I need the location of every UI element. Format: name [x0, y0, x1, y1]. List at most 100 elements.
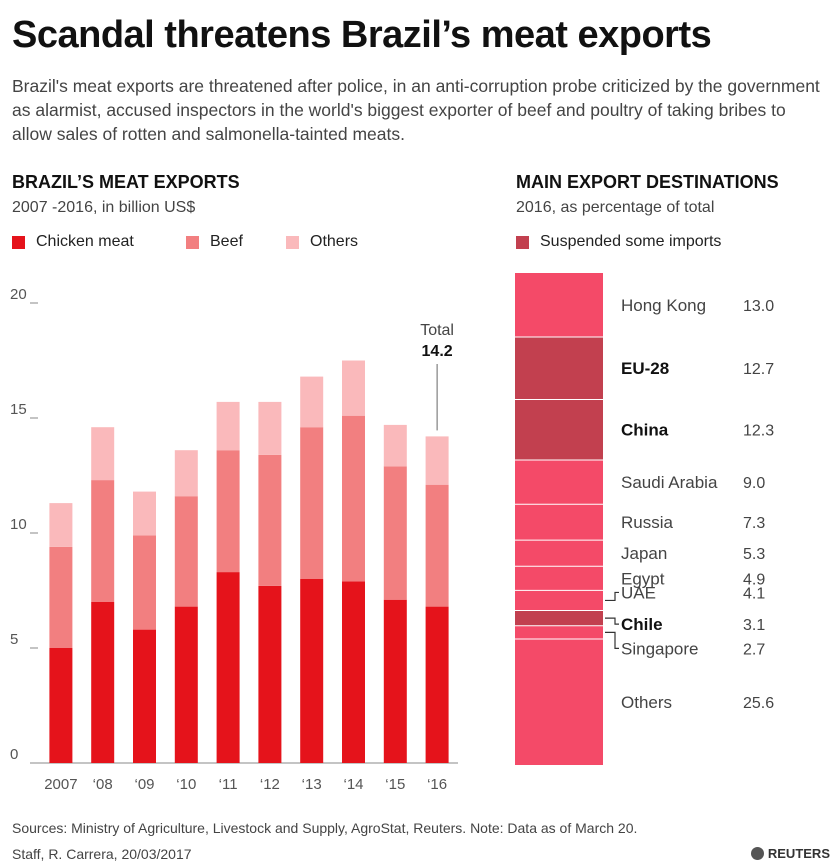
total-annotation-label: Total — [420, 322, 454, 339]
destination-label-russia: Russia — [621, 513, 674, 532]
y-tick-label: 10 — [10, 516, 27, 533]
bar-beef-09 — [133, 535, 156, 630]
y-tick-label: 15 — [10, 401, 27, 418]
bar-chicken-meat-2007 — [49, 648, 73, 763]
legend-suspended: Suspended some imports — [516, 233, 721, 251]
destination-value-russia: 7.3 — [743, 515, 765, 532]
segment-singapore — [515, 625, 603, 640]
segment-eu-28 — [515, 336, 603, 400]
destinations-chart-subtitle: 2016, as percentage of total — [516, 199, 715, 216]
destination-value-japan: 5.3 — [743, 546, 765, 563]
destination-value-uae: 4.1 — [743, 585, 765, 602]
reuters-logo: REUTERS — [750, 846, 830, 861]
y-tick-label: 5 — [10, 631, 18, 648]
segment-chile — [515, 610, 603, 626]
x-tick-label: ‘08 — [93, 776, 113, 793]
legend-others-swatch — [286, 235, 299, 249]
bar-chicken-meat-14 — [342, 581, 365, 763]
segment-russia — [515, 504, 603, 541]
legend-chicken-swatch — [12, 235, 25, 249]
legend-chicken: Chicken meat — [12, 233, 134, 251]
destination-value-eu-28: 12.7 — [743, 361, 774, 378]
bar-others-16 — [425, 436, 449, 485]
bar-beef-16 — [425, 484, 449, 607]
x-tick-label: 2007 — [44, 776, 77, 793]
destination-label-uae: UAE — [621, 583, 656, 602]
bar-chicken-meat-12 — [258, 585, 282, 763]
segment-egypt — [515, 566, 603, 591]
destination-value-saudi-arabia: 9.0 — [743, 475, 765, 492]
destination-label-egypt: Egypt — [621, 569, 665, 588]
destination-value-others: 25.6 — [743, 695, 774, 712]
segment-uae — [515, 590, 603, 611]
reuters-logo-icon — [750, 847, 764, 860]
segment-others — [515, 639, 603, 765]
destination-label-others: Others — [621, 693, 672, 712]
bar-others-13 — [300, 376, 324, 428]
x-tick-label: ‘10 — [176, 776, 196, 793]
x-tick-label: ‘09 — [134, 776, 154, 793]
footer-sources: Sources: Ministry of Agriculture, Livest… — [12, 820, 638, 836]
bar-beef-14 — [342, 415, 365, 582]
segment-hong-kong — [515, 273, 603, 337]
bar-beef-2007 — [49, 546, 73, 648]
total-annotation-value: 14.2 — [422, 343, 453, 360]
headline: Scandal threatens Brazil’s meat exports — [12, 14, 712, 56]
bar-beef-12 — [258, 454, 282, 586]
segment-china — [515, 399, 603, 460]
bar-others-14 — [342, 360, 365, 416]
x-tick-label: ‘14 — [343, 776, 363, 793]
destination-label-hong-kong: Hong Kong — [621, 296, 706, 315]
intro-paragraph: Brazil's meat exports are threatened aft… — [12, 76, 820, 144]
destination-value-chile: 3.1 — [743, 617, 765, 634]
legend-others-label: Others — [310, 233, 359, 250]
bar-beef-13 — [300, 427, 324, 579]
destination-value-singapore: 2.7 — [743, 641, 765, 658]
leader-chile — [605, 617, 619, 625]
destination-value-china: 12.3 — [743, 423, 774, 440]
x-tick-label: ‘13 — [302, 776, 322, 793]
destinations-chart-title: MAIN EXPORT DESTINATIONS — [516, 172, 779, 192]
x-tick-label: ‘12 — [260, 776, 280, 793]
footer-credit: Staff, R. Carrera, 20/03/2017 — [12, 846, 192, 862]
destination-value-hong-kong: 13.0 — [743, 298, 774, 315]
bar-chicken-meat-09 — [133, 629, 156, 763]
y-tick-label: 0 — [10, 746, 18, 763]
bar-others-15 — [383, 424, 407, 467]
leader-singapore — [605, 631, 619, 650]
legend-beef: Beef — [186, 233, 243, 251]
destination-label-china: China — [621, 421, 669, 440]
bar-chicken-meat-10 — [174, 606, 198, 763]
x-tick-label: ‘15 — [385, 776, 405, 793]
exports-chart-subtitle: 2007 -2016, in billion US$ — [12, 199, 196, 216]
legend-chicken-label: Chicken meat — [36, 233, 134, 250]
bar-chicken-meat-11 — [216, 572, 240, 763]
segment-saudi-arabia — [515, 459, 603, 505]
bar-chicken-meat-16 — [425, 606, 449, 763]
destination-label-chile: Chile — [621, 615, 663, 634]
bar-beef-11 — [216, 450, 240, 573]
exports-bar-chart: 0 5 10 15 20 2007 ‘08 ‘09 ‘10 ‘11 ‘12 ‘13 ‘14 ‘15 ‘16 T… — [10, 286, 458, 793]
legend-beef-label: Beef — [210, 233, 243, 250]
bar-beef-10 — [174, 496, 198, 607]
bar-chicken-meat-08 — [91, 602, 115, 763]
leader-uae — [605, 591, 619, 602]
destination-label-saudi-arabia: Saudi Arabia — [621, 473, 718, 492]
destination-value-egypt: 4.9 — [743, 571, 765, 588]
bar-others-08 — [91, 427, 115, 481]
destinations-stacked-bar: Hong Kong 13.0 EU-28 12.7 China 12.3 Saudi Ara… — [515, 273, 774, 765]
y-tick-label: 20 — [10, 286, 27, 303]
bar-others-2007 — [49, 503, 73, 547]
destination-label-eu-28: EU-28 — [621, 359, 669, 378]
legend-suspended-label: Suspended some imports — [540, 233, 722, 250]
bar-chicken-meat-15 — [383, 599, 407, 763]
bar-beef-15 — [383, 466, 407, 600]
x-tick-label: ‘16 — [427, 776, 447, 793]
legend-suspended-swatch — [516, 235, 529, 249]
bar-others-11 — [216, 401, 240, 451]
bar-chicken-meat-13 — [300, 579, 324, 763]
legend-others: Others — [286, 233, 358, 251]
reuters-logo-text: REUTERS — [767, 846, 830, 861]
bar-others-12 — [258, 401, 282, 455]
bar-others-10 — [174, 450, 198, 497]
